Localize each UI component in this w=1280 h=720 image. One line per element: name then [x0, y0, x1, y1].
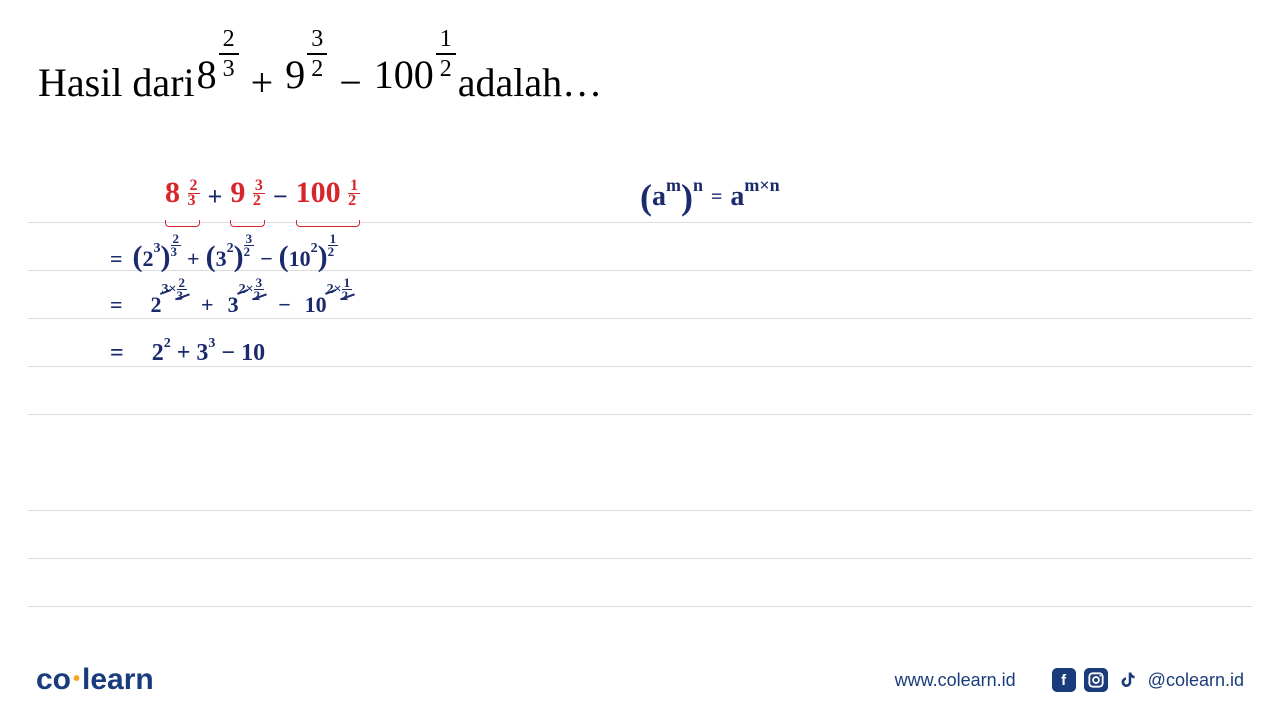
question-text: Hasil dari 8 2 3 + 9 3 2 − 100 1 2 adala… — [38, 55, 602, 109]
term-3: 100 1 2 — [374, 55, 456, 109]
grid-line — [28, 463, 1252, 511]
social-handle: @colearn.id — [1148, 670, 1244, 691]
term-2: 9 3 2 — [285, 55, 327, 109]
exponent-rule: ( a m ) n = a m×n — [640, 176, 780, 218]
brand-logo: co•learn — [36, 663, 154, 697]
question-suffix: adalah… — [458, 59, 602, 106]
term-a: 8 23 — [165, 176, 200, 221]
work-line-2: = (23)23 + (32)32 − (102)12 — [110, 242, 338, 276]
logo-part-b: learn — [82, 663, 154, 696]
social-links: f @colearn.id — [1052, 668, 1244, 692]
grid-line — [28, 367, 1252, 415]
base-3: 100 — [374, 55, 434, 95]
work-line-4: = 22 + 33 − 10 — [110, 340, 265, 367]
grid-line — [28, 511, 1252, 559]
tiktok-icon — [1116, 668, 1140, 692]
exp-2: 3 2 — [307, 27, 327, 81]
work-line-3: = 2 3×23 + 3 2×32 − 10 2×12 — [110, 292, 352, 318]
exp-1: 2 3 — [219, 27, 239, 81]
term-b: 9 32 — [230, 176, 265, 221]
exp-3: 1 2 — [436, 27, 456, 81]
term-c: 100 12 — [296, 176, 361, 221]
work-line-1: 8 23 + 9 32 − 100 12 — [165, 176, 360, 221]
question-prefix: Hasil dari — [38, 59, 195, 106]
term-1: 8 2 3 — [197, 55, 239, 109]
base-1: 8 — [197, 55, 217, 95]
grid-line — [28, 559, 1252, 607]
base-2: 9 — [285, 55, 305, 95]
instagram-icon — [1084, 668, 1108, 692]
op-minus: − — [339, 59, 362, 106]
logo-dot-icon: • — [73, 668, 80, 690]
op-plus: + — [251, 59, 274, 106]
logo-part-a: co — [36, 663, 71, 696]
footer: co•learn www.colearn.id f @colearn.id — [0, 640, 1280, 720]
facebook-icon: f — [1052, 668, 1076, 692]
website-url: www.colearn.id — [895, 670, 1016, 691]
